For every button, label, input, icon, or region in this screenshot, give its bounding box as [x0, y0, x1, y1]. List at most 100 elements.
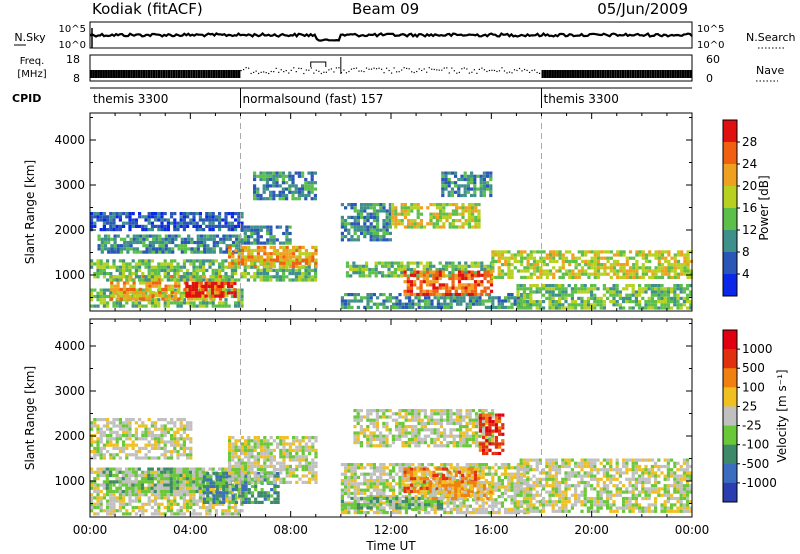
scatter-cell [285, 241, 289, 245]
scatter-cell [157, 456, 161, 460]
scatter-cell [382, 222, 386, 226]
scatter-cell [202, 265, 206, 269]
scatter-cell [134, 301, 138, 305]
scatter-cell [170, 301, 174, 305]
scatter-cell [470, 177, 474, 182]
scatter-cell [558, 306, 562, 310]
scatter-cell [586, 287, 590, 291]
scatter-cell [246, 272, 250, 276]
scatter-cell [158, 244, 162, 248]
scatter-cell [644, 272, 649, 276]
scatter-cell [183, 247, 188, 251]
scatter-cell [234, 218, 238, 222]
scatter-cell [558, 303, 562, 307]
scatter-cell [160, 434, 164, 438]
scatter-cell [240, 436, 244, 440]
scatter-cell [234, 304, 238, 308]
scatter-cell [529, 272, 533, 276]
scatter-cell [246, 241, 251, 245]
scatter-cell [673, 272, 677, 276]
scatter-cell [442, 212, 446, 216]
scatter-cell [583, 300, 587, 304]
scatter-cell [188, 489, 193, 494]
scatter-cell [288, 448, 292, 452]
scatter-cell [435, 212, 439, 216]
scatter-cell [246, 228, 251, 232]
scatter-cell [381, 261, 385, 265]
scatter-cell [454, 267, 458, 272]
scatter-cell [132, 287, 136, 291]
scatter-cell [441, 184, 445, 188]
scatter-cell [395, 296, 399, 300]
scatter-cell [403, 209, 407, 213]
scatter-cell [99, 499, 103, 503]
scatter-cell [497, 296, 501, 300]
scatter-cell [520, 259, 524, 263]
scatter-cell [310, 181, 314, 185]
scatter-cell [400, 222, 404, 226]
scatter-cell [304, 252, 308, 256]
scatter-cell [561, 290, 565, 294]
scatter-cell [225, 475, 229, 479]
scatter-cell [570, 296, 574, 300]
scatter-cell [247, 458, 251, 462]
scatter-cell [206, 488, 210, 492]
scatter-cell [406, 283, 410, 287]
scatter-cell [190, 278, 194, 282]
freq-bar [97, 70, 100, 78]
freq-dot [373, 67, 375, 69]
scatter-cell [301, 468, 305, 472]
scatter-cell [590, 287, 594, 291]
scatter-cell [439, 209, 443, 213]
scatter-cell [282, 468, 286, 472]
scatter-cell [192, 212, 196, 216]
scatter-cell [215, 478, 219, 482]
scatter-cell [529, 253, 533, 257]
scatter-cell [680, 263, 684, 267]
freq-dot [333, 71, 335, 73]
scatter-cell [461, 283, 465, 287]
scatter-cell [195, 512, 199, 516]
freq-bar [669, 70, 672, 78]
scatter-cell [198, 493, 202, 497]
scatter-cell [259, 275, 263, 279]
scatter-cell [680, 250, 684, 254]
scatter-cell [410, 209, 414, 213]
scatter-cell [186, 275, 190, 279]
scatter-cell [457, 280, 462, 284]
scatter-cell [467, 206, 471, 210]
scatter-cell [353, 299, 357, 303]
scatter-cell [234, 258, 238, 262]
scatter-cell [189, 502, 193, 506]
scatter-cell [310, 171, 314, 175]
scatter-cell [189, 262, 193, 266]
scatter-cell [435, 206, 439, 210]
scatter-cell [250, 225, 254, 229]
freq-dot [278, 71, 280, 73]
scatter-cell [250, 231, 254, 236]
scatter-cell [148, 284, 152, 288]
nave-tick-60: 60 [706, 53, 720, 66]
scatter-cell [350, 203, 354, 207]
scatter-cell [282, 461, 286, 465]
scatter-cell [676, 272, 681, 276]
scatter-cell [442, 225, 446, 229]
scatter-cell [141, 473, 145, 478]
scatter-cell [160, 427, 164, 431]
scatter-cell [301, 272, 305, 276]
scatter-cell [635, 266, 639, 270]
freq-dot [401, 69, 403, 71]
scatter-cell [285, 225, 289, 229]
scatter-cell [266, 497, 271, 501]
scatter-cell [438, 270, 442, 274]
scatter-cell [218, 304, 222, 308]
scatter-cell [285, 464, 289, 468]
scatter-cell [291, 193, 295, 198]
scatter-cell [542, 287, 546, 291]
scatter-cell [460, 174, 464, 178]
scatter-cell [154, 502, 158, 506]
scatter-cell [237, 496, 241, 500]
scatter-cell [269, 448, 273, 452]
scatter-cell [460, 177, 464, 182]
scatter-cell [683, 256, 687, 260]
